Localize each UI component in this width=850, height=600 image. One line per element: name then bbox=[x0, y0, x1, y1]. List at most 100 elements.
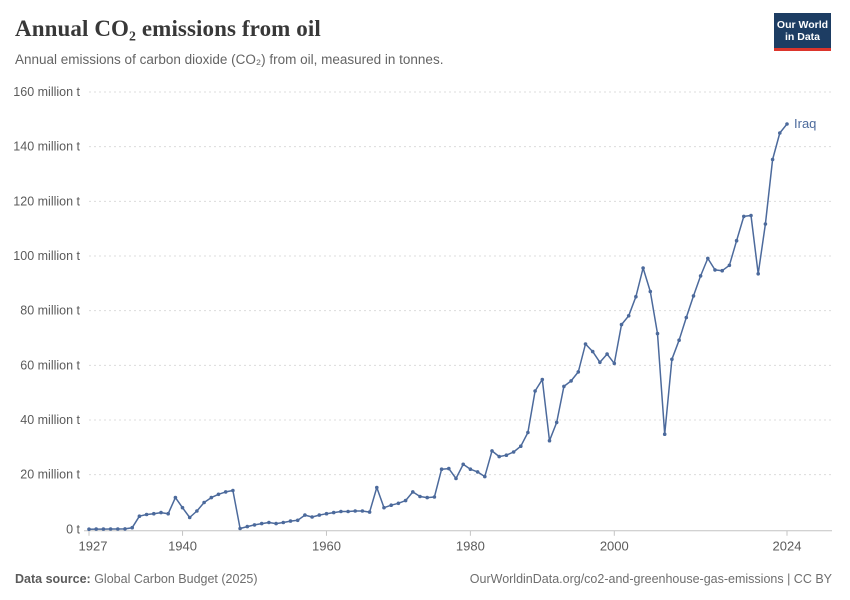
data-point-marker[interactable] bbox=[713, 268, 717, 272]
data-point-marker[interactable] bbox=[396, 501, 401, 506]
data-point-marker[interactable] bbox=[231, 488, 235, 493]
data-point-marker[interactable] bbox=[353, 509, 358, 513]
data-point-marker[interactable] bbox=[116, 527, 120, 531]
data-point-marker[interactable] bbox=[684, 315, 689, 320]
data-point-marker[interactable] bbox=[303, 513, 307, 517]
data-point-marker[interactable] bbox=[187, 515, 192, 520]
data-point-marker[interactable] bbox=[727, 263, 732, 268]
iraq-line-series[interactable] bbox=[88, 123, 788, 530]
data-point-marker[interactable] bbox=[547, 438, 552, 443]
data-point-marker[interactable] bbox=[144, 512, 149, 517]
data-point-marker[interactable] bbox=[749, 213, 753, 218]
data-point-marker[interactable] bbox=[619, 322, 624, 327]
data-point-marker[interactable] bbox=[511, 450, 516, 454]
data-point-marker[interactable] bbox=[605, 352, 609, 356]
data-point-marker[interactable] bbox=[533, 389, 537, 393]
data-point-marker[interactable] bbox=[641, 266, 645, 270]
data-point-marker[interactable] bbox=[152, 511, 156, 516]
data-point-marker[interactable] bbox=[439, 467, 444, 472]
data-point-marker[interactable] bbox=[166, 511, 170, 516]
data-point-marker[interactable] bbox=[670, 357, 674, 362]
data-point-marker[interactable] bbox=[483, 474, 487, 479]
data-point-marker[interactable] bbox=[490, 449, 494, 453]
data-point-marker[interactable] bbox=[180, 505, 185, 510]
data-point-marker[interactable] bbox=[94, 527, 98, 531]
data-point-marker[interactable] bbox=[569, 379, 573, 383]
data-point-marker[interactable] bbox=[310, 515, 314, 519]
data-point-marker[interactable] bbox=[317, 513, 322, 517]
data-point-marker[interactable] bbox=[130, 525, 134, 530]
data-point-marker[interactable] bbox=[648, 289, 653, 294]
data-point-marker[interactable] bbox=[108, 527, 113, 531]
data-point-marker[interactable] bbox=[267, 520, 271, 525]
data-point-marker[interactable] bbox=[468, 467, 473, 472]
data-point-marker[interactable] bbox=[346, 509, 350, 514]
data-point-marker[interactable] bbox=[626, 314, 631, 318]
data-point-marker[interactable] bbox=[216, 492, 221, 497]
data-point-marker[interactable] bbox=[295, 518, 300, 523]
data-point-marker[interactable] bbox=[411, 490, 415, 494]
data-point-marker[interactable] bbox=[634, 294, 638, 299]
data-point-marker[interactable] bbox=[734, 238, 739, 243]
data-point-marker[interactable] bbox=[137, 514, 142, 518]
data-point-marker[interactable] bbox=[504, 453, 509, 458]
data-point-marker[interactable] bbox=[590, 349, 595, 354]
data-point-marker[interactable] bbox=[526, 430, 530, 435]
data-point-marker[interactable] bbox=[706, 256, 710, 261]
data-point-marker[interactable] bbox=[461, 462, 466, 467]
data-point-marker[interactable] bbox=[202, 500, 206, 505]
data-point-marker[interactable] bbox=[770, 157, 775, 162]
data-point-marker[interactable] bbox=[195, 509, 199, 513]
data-point-marker[interactable] bbox=[475, 470, 480, 474]
data-point-marker[interactable] bbox=[519, 444, 523, 449]
data-point-marker[interactable] bbox=[763, 222, 768, 226]
data-point-marker[interactable] bbox=[331, 510, 336, 515]
data-point-marker[interactable] bbox=[245, 524, 250, 529]
data-point-marker[interactable] bbox=[454, 476, 458, 481]
data-point-marker[interactable] bbox=[101, 527, 106, 531]
data-point-marker[interactable] bbox=[720, 268, 724, 273]
data-point-marker[interactable] bbox=[425, 495, 430, 500]
data-point-marker[interactable] bbox=[677, 338, 681, 343]
data-point-marker[interactable] bbox=[655, 331, 660, 336]
data-point-marker[interactable] bbox=[612, 361, 617, 366]
data-point-marker[interactable] bbox=[785, 122, 789, 126]
data-point-marker[interactable] bbox=[540, 377, 545, 382]
data-point-marker[interactable] bbox=[281, 520, 286, 525]
data-point-marker[interactable] bbox=[324, 511, 329, 516]
data-point-marker[interactable] bbox=[259, 521, 264, 526]
data-point-marker[interactable] bbox=[576, 370, 581, 374]
data-point-marker[interactable] bbox=[360, 509, 365, 513]
data-point-marker[interactable] bbox=[497, 454, 502, 459]
data-point-marker[interactable] bbox=[583, 342, 588, 346]
data-point-marker[interactable] bbox=[123, 527, 127, 531]
data-point-marker[interactable] bbox=[598, 360, 602, 365]
data-point-marker[interactable] bbox=[375, 485, 379, 490]
data-point-marker[interactable] bbox=[238, 526, 242, 531]
data-point-marker[interactable] bbox=[403, 498, 408, 503]
data-point-marker[interactable] bbox=[209, 495, 214, 500]
data-point-marker[interactable] bbox=[742, 214, 746, 219]
data-point-marker[interactable] bbox=[252, 523, 257, 527]
data-point-marker[interactable] bbox=[288, 519, 293, 523]
data-point-marker[interactable] bbox=[382, 505, 386, 510]
data-point-marker[interactable] bbox=[223, 490, 228, 494]
data-point-marker[interactable] bbox=[698, 274, 703, 278]
data-point-marker[interactable] bbox=[389, 503, 394, 508]
data-point-marker[interactable] bbox=[367, 510, 372, 514]
data-point-marker[interactable] bbox=[756, 272, 760, 276]
footer-citation-link[interactable]: OurWorldinData.org/co2-and-greenhouse-ga… bbox=[469, 572, 832, 586]
data-point-marker[interactable] bbox=[554, 420, 559, 425]
data-point-marker[interactable] bbox=[339, 509, 343, 514]
data-point-marker[interactable] bbox=[778, 131, 782, 135]
owid-logo[interactable]: Our World in Data bbox=[774, 13, 831, 51]
data-point-marker[interactable] bbox=[87, 527, 91, 531]
data-point-marker[interactable] bbox=[562, 384, 566, 389]
data-point-marker[interactable] bbox=[691, 294, 696, 298]
data-point-marker[interactable] bbox=[159, 510, 163, 515]
data-point-marker[interactable] bbox=[274, 521, 278, 526]
data-point-marker[interactable] bbox=[662, 432, 667, 437]
data-point-marker[interactable] bbox=[432, 495, 437, 499]
data-point-marker[interactable] bbox=[173, 495, 178, 500]
